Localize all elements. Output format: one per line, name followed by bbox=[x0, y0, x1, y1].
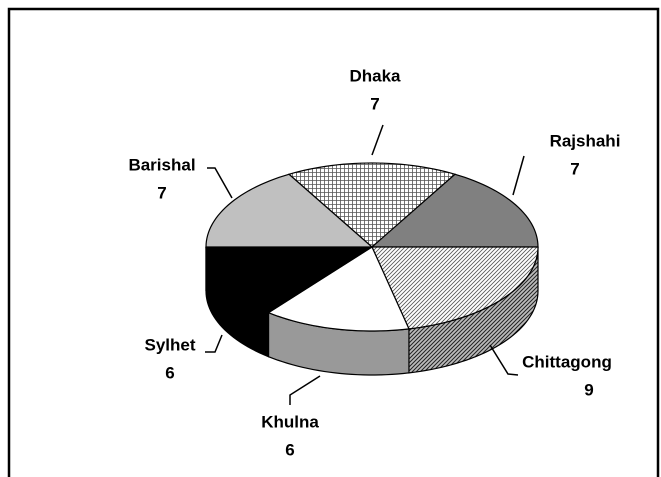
leader-line bbox=[371, 124, 384, 156]
slice bbox=[205, 246, 375, 314]
slice-label: Sylhet bbox=[144, 335, 195, 354]
value-label: 7 bbox=[370, 94, 379, 113]
pie bbox=[205, 162, 539, 376]
value-label: 7 bbox=[157, 183, 166, 202]
value-label: 6 bbox=[165, 363, 174, 382]
value-label: 6 bbox=[285, 440, 294, 459]
slice-label: Chittagong bbox=[522, 352, 612, 371]
slice bbox=[371, 246, 539, 330]
value-label: 9 bbox=[584, 380, 593, 399]
leader-line bbox=[512, 155, 525, 196]
slice bbox=[205, 173, 374, 248]
slice-label: Khulna bbox=[261, 412, 319, 431]
slice-label: Dhaka bbox=[349, 66, 401, 85]
leader-line bbox=[205, 334, 223, 353]
leader-line bbox=[489, 344, 519, 376]
slice-label: Rajshahi bbox=[550, 131, 621, 150]
leader-line bbox=[207, 167, 233, 199]
leader-line bbox=[289, 375, 321, 405]
slice bbox=[287, 162, 457, 248]
slice bbox=[267, 246, 410, 332]
frame bbox=[7, 7, 660, 477]
slice bbox=[370, 173, 539, 248]
value-label: 7 bbox=[570, 159, 579, 178]
slice-label: Barishal bbox=[128, 155, 195, 174]
